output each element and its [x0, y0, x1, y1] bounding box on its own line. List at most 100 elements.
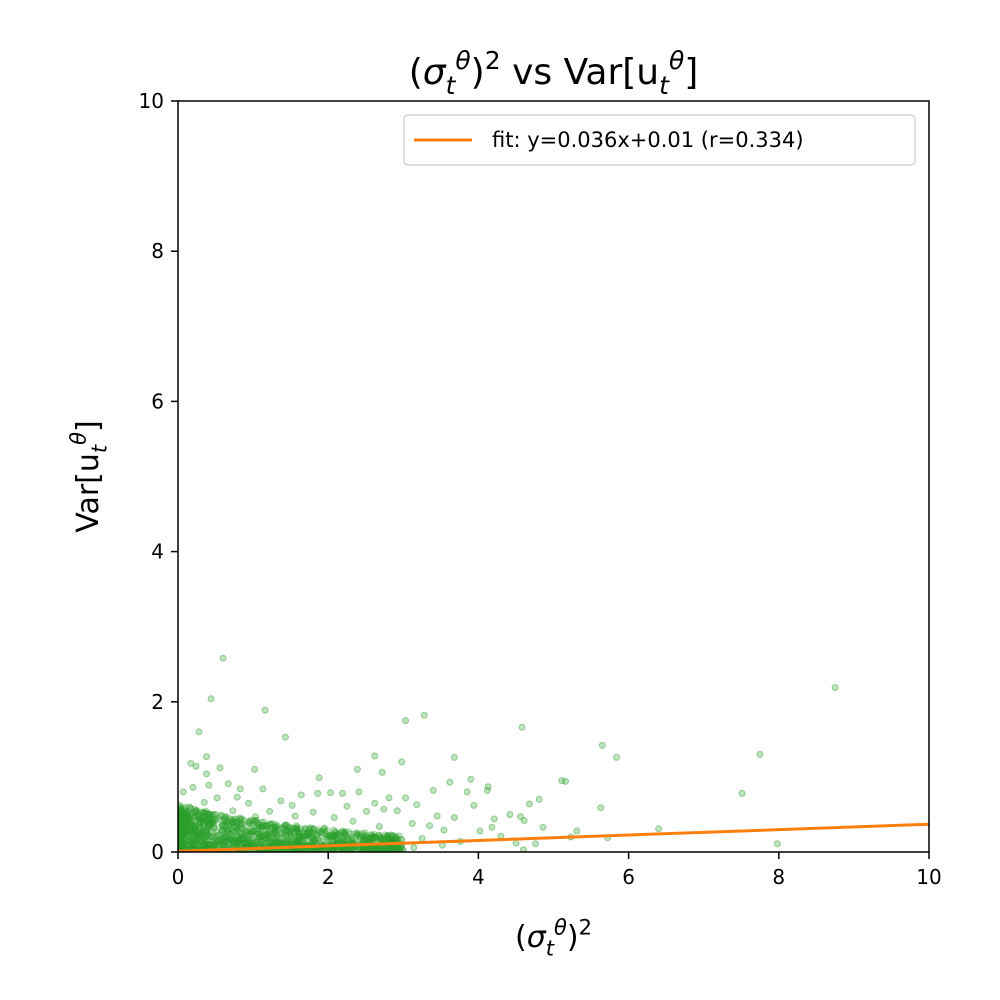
- scatter-point: [327, 834, 335, 842]
- scatter-point: [339, 847, 347, 852]
- scatter-point: [178, 840, 183, 848]
- scatter-point: [240, 835, 248, 842]
- scatter-point: [348, 837, 356, 845]
- scatter-point: [271, 834, 279, 842]
- scatter-point: [192, 833, 200, 841]
- scatter-point: [206, 819, 214, 827]
- scatter-point: [518, 723, 526, 731]
- scatter-point: [202, 828, 210, 836]
- scatter-point: [292, 838, 300, 845]
- scatter-point: [208, 817, 216, 825]
- scatter-point: [257, 838, 265, 846]
- scatter-point: [340, 830, 348, 838]
- scatter-point: [235, 815, 243, 823]
- scatter-point: [192, 826, 200, 834]
- scatter-point: [285, 825, 293, 833]
- scatter-point: [251, 765, 259, 773]
- scatter-point: [372, 835, 380, 842]
- scatter-point: [359, 832, 367, 840]
- scatter-point: [280, 831, 288, 839]
- label-text: ]: [71, 420, 106, 432]
- scatter-point: [194, 821, 202, 829]
- scatter-point: [341, 846, 349, 852]
- scatter-point: [354, 830, 362, 838]
- scatter-point: [378, 768, 386, 776]
- scatter-point: [178, 814, 183, 822]
- scatter-point: [329, 830, 337, 838]
- scatter-point: [212, 840, 220, 847]
- scatter-point: [330, 814, 338, 821]
- label-text: Var[u: [71, 453, 106, 533]
- scatter-point: [178, 817, 183, 825]
- scatter-point: [178, 819, 186, 827]
- scatter-point: [375, 823, 383, 830]
- scatter-point: [260, 818, 268, 826]
- scatter-point: [233, 825, 240, 832]
- scatter-point: [351, 846, 359, 852]
- scatter-point: [276, 837, 284, 845]
- scatter-point: [367, 831, 375, 839]
- scatter-point: [384, 834, 391, 842]
- scatter-point: [259, 821, 267, 829]
- scatter-point: [184, 828, 192, 836]
- scatter-point: [218, 828, 226, 836]
- scatter-point: [200, 840, 208, 848]
- scatter-point: [222, 838, 230, 845]
- scatter-point: [197, 815, 205, 823]
- scatter-point: [178, 810, 186, 818]
- scatter-point: [203, 829, 211, 837]
- scatter-point: [186, 831, 194, 839]
- scatter-point: [293, 837, 301, 844]
- scatter-point: [272, 837, 280, 845]
- scatter-point: [221, 833, 229, 841]
- scatter-point: [200, 808, 208, 816]
- scatter-point: [341, 828, 349, 836]
- scatter-point: [335, 830, 342, 838]
- scatter-point: [520, 846, 527, 852]
- scatter-point: [235, 833, 243, 841]
- scatter-point: [181, 810, 189, 818]
- scatter-point: [308, 833, 315, 841]
- scatter-point: [315, 774, 323, 782]
- scatter-point: [269, 823, 277, 831]
- scatter-point: [347, 830, 355, 838]
- scatter-point: [181, 809, 189, 817]
- scatter-point: [182, 812, 190, 820]
- scatter-point: [290, 828, 298, 836]
- scatter-point: [362, 831, 370, 839]
- scatter-point: [361, 829, 369, 837]
- scatter-point: [209, 816, 216, 823]
- scatter-point: [297, 830, 304, 838]
- scatter-point: [296, 833, 304, 841]
- scatter-point: [186, 815, 194, 823]
- label-text: ]: [684, 52, 698, 93]
- scatter-point: [202, 833, 210, 841]
- scatter-point: [179, 820, 187, 828]
- scatter-point: [228, 836, 236, 844]
- scatter-point: [271, 835, 279, 843]
- scatter-point: [350, 846, 358, 852]
- scatter-point: [295, 835, 303, 842]
- scatter-point: [190, 823, 198, 830]
- scatter-point: [210, 834, 218, 842]
- scatter-point: [399, 846, 407, 852]
- scatter-point: [286, 832, 294, 839]
- scatter-point: [394, 844, 402, 852]
- scatter-point: [180, 837, 188, 845]
- scatter-point: [185, 815, 193, 823]
- scatter-point: [180, 828, 188, 836]
- scatter-point: [291, 812, 299, 820]
- scatter-point: [304, 829, 312, 837]
- scatter-point: [205, 781, 213, 789]
- scatter-point: [305, 831, 312, 839]
- scatter-point: [217, 812, 225, 820]
- scatter-point: [181, 828, 189, 836]
- scatter-point: [241, 835, 249, 843]
- scatter-point: [260, 839, 268, 847]
- scatter-point: [300, 830, 308, 838]
- scatter-point: [332, 831, 340, 839]
- scatter-point: [258, 823, 266, 831]
- scatter-point: [387, 832, 395, 840]
- scatter-point: [301, 825, 309, 833]
- scatter-point: [180, 810, 188, 818]
